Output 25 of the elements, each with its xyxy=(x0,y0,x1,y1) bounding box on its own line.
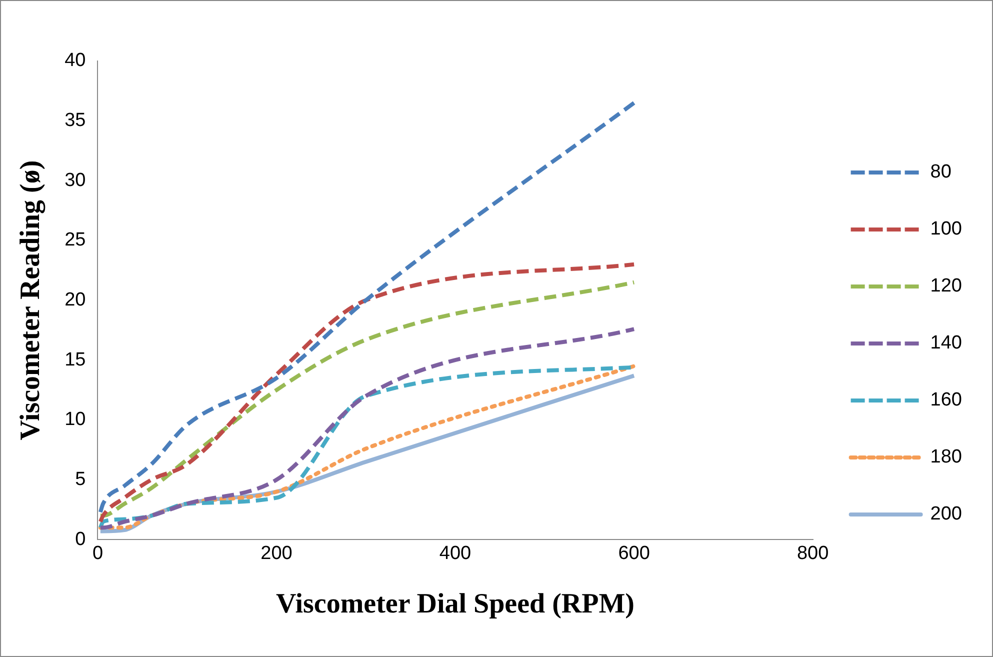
y-tick-label: 5 xyxy=(75,469,86,490)
legend-label: 140 xyxy=(930,332,962,354)
y-tick-label: 10 xyxy=(64,409,86,430)
y-tick-label: 30 xyxy=(64,170,86,191)
x-tick-label: 400 xyxy=(439,543,472,564)
x-tick-label: 800 xyxy=(796,543,829,564)
x-tick-label: 200 xyxy=(260,543,292,564)
line-series xyxy=(98,327,636,530)
line-series xyxy=(98,100,636,514)
legend-label: 200 xyxy=(930,504,962,525)
y-tick-label: 0 xyxy=(75,528,86,550)
legend-label: 100 xyxy=(930,218,962,240)
legend-label: 80 xyxy=(930,162,952,183)
x-tick-label: 600 xyxy=(618,543,650,564)
y-tick-label: 20 xyxy=(64,290,86,311)
y-axis-title: Viscometer Reading (ø) xyxy=(15,160,46,440)
x-tick-label: 0 xyxy=(92,543,104,564)
legend-label: 160 xyxy=(930,390,962,411)
x-axis-title: Viscometer Dial Speed (RPM) xyxy=(276,588,634,620)
y-tick-label: 35 xyxy=(64,110,86,132)
y-tick-label: 25 xyxy=(64,230,86,251)
legend-label: 120 xyxy=(930,276,962,297)
legend-label: 180 xyxy=(930,446,962,468)
y-tick-label: 40 xyxy=(64,50,86,72)
y-tick-label: 15 xyxy=(64,349,86,370)
